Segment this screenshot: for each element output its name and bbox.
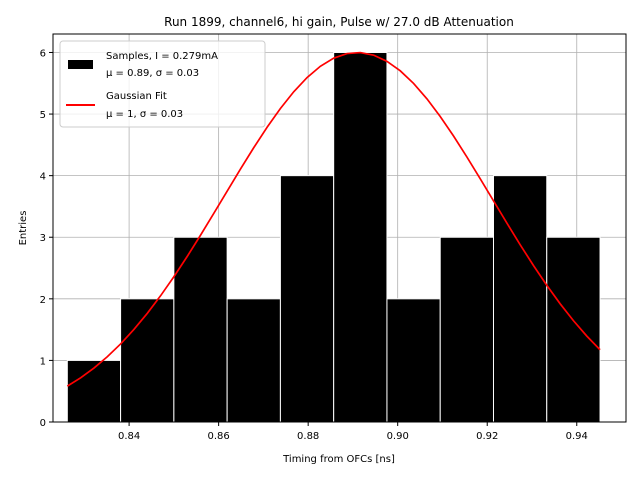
legend-samples-swatch bbox=[68, 60, 93, 69]
y-axis-label: Entries bbox=[18, 211, 29, 246]
y-tick-label: 4 bbox=[40, 172, 46, 183]
x-tick-label: 0.94 bbox=[566, 431, 588, 442]
histogram-bar bbox=[66, 359, 122, 423]
x-tick-label: 0.84 bbox=[118, 431, 140, 442]
y-tick-label: 3 bbox=[40, 233, 46, 244]
legend-samples-line1: Samples, I = 0.279mA bbox=[106, 51, 218, 62]
histogram-bar bbox=[439, 236, 494, 423]
legend: Samples, I = 0.279mA μ = 0.89, σ = 0.03 … bbox=[59, 40, 266, 128]
legend-samples-line2: μ = 0.89, σ = 0.03 bbox=[106, 68, 199, 79]
y-tick-label: 0 bbox=[40, 418, 46, 429]
y-tick-label: 2 bbox=[40, 295, 46, 306]
histogram-bar bbox=[333, 51, 388, 423]
chart-title: Run 1899, channel6, hi gain, Pulse w/ 27… bbox=[164, 15, 514, 29]
legend-fit-line2: μ = 1, σ = 0.03 bbox=[106, 109, 183, 120]
histogram-bar bbox=[120, 298, 175, 423]
x-tick-label: 0.88 bbox=[297, 431, 319, 442]
histogram-bar bbox=[386, 298, 441, 423]
gaussian-fit-line bbox=[66, 51, 601, 387]
histogram-bar bbox=[546, 236, 601, 423]
legend-fit-line1: Gaussian Fit bbox=[106, 91, 167, 102]
axis-ticks: 0.84 0.86 0.88 0.90 0.92 0.94 0 1 2 3 4 5 6 bbox=[40, 48, 588, 442]
x-axis-label: Timing from OFCs [ns] bbox=[282, 454, 395, 465]
legend-box bbox=[59, 40, 266, 128]
x-tick-label: 0.86 bbox=[208, 431, 230, 442]
y-tick-label: 5 bbox=[40, 110, 46, 121]
histogram-bar bbox=[279, 175, 335, 423]
histogram-bars bbox=[66, 51, 601, 423]
histogram-bar bbox=[226, 298, 281, 423]
plot-frame bbox=[52, 33, 627, 423]
gaussian-fit bbox=[66, 51, 601, 387]
y-tick-label: 6 bbox=[40, 48, 46, 59]
x-tick-label: 0.92 bbox=[476, 431, 498, 442]
y-tick-label: 1 bbox=[40, 356, 46, 367]
x-tick-label: 0.90 bbox=[387, 431, 409, 442]
